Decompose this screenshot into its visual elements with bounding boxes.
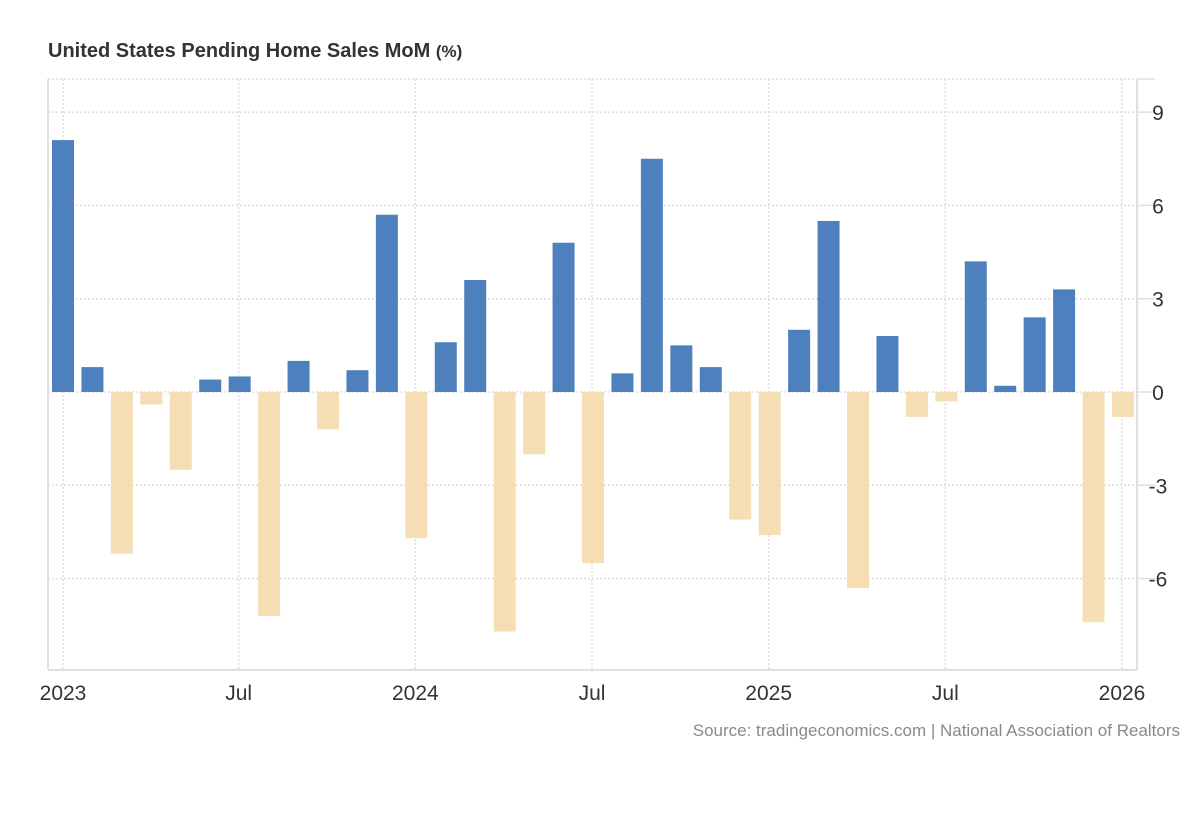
y-tick-label: 9 [1152,102,1164,125]
bar-negative: 2023-04: -0.4 [140,392,163,405]
bar-positive: 2023-02: 0.8 [81,367,104,392]
bar-positive: 2025-09: 0.2 [994,385,1017,392]
bar-negative: 2025-04: -6.3 [847,392,869,588]
bar-positive: 2023-09: 1 [287,360,310,392]
bar-positive: 2025-05: 1.8 [876,336,899,392]
chart-title-main: United States Pending Home Sales MoM [48,40,431,62]
bar-positive: 2024-11: 0.8 [699,367,722,392]
bar-negative: 2023-10: -1.2 [317,392,339,430]
bars: 2023-01: 8.1 2023-02: 0.8 2023-03: -5.2 202… [52,140,1134,632]
bar-positive: 2024-09: 7.5 [640,158,663,392]
x-tick-label: Jul [225,682,252,705]
bar-negative: 2024-04: -7.7 [493,392,516,632]
x-tick-label: 2025 [745,682,792,705]
y-axis-tick-labels: 9 6 3 0 -3 -6 [1149,102,1168,591]
y-tick-label: 6 [1152,195,1164,218]
x-tick-label: Jul [579,682,606,705]
x-tick-label: 2026 [1099,682,1146,705]
bar-negative: 2023-05: -2.5 [169,392,192,470]
bar-positive: 2024-08: 0.6 [611,373,634,392]
y-tick-label: -3 [1149,475,1168,498]
bar-positive: 2023-01: 8.1 [52,140,74,392]
bar-negative: 2025-07: -0.3 [935,392,958,402]
y-tick-label: 0 [1152,382,1164,405]
x-tick-label: 2023 [40,682,87,705]
bar-positive: 2025-11: 3.3 [1053,289,1076,392]
bar-negative: 2025-01: -4.6 [758,392,781,536]
chart-title: United States Pending Home Sales MoM (%) [48,40,462,63]
bar-positive: 2025-08: 4.2 [964,261,987,392]
bar-negative: 2026-01: -0.8 [1112,392,1134,417]
x-tick-label: Jul [932,682,959,705]
bar-positive: 2025-03: 5.5 [817,220,840,392]
bar-chart: 2023-01: 8.1 2023-02: 0.8 2023-03: -5.2 202… [40,78,1168,705]
bar-positive: 2024-03: 3.6 [464,280,487,392]
bar-negative: 2024-01: -4.7 [405,392,428,539]
bar-negative: 2025-12: -7.4 [1082,392,1105,623]
chart-title-unit: (%) [435,42,463,61]
bar-positive: 2024-10: 1.5 [670,345,693,392]
x-axis-tick-labels: 2023 Jul 2024 Jul 2025 Jul 2026 [40,682,1146,705]
source-note: Source: tradingeconomics.com | National … [692,721,1180,740]
bar-positive: 2024-02: 1.6 [434,342,457,392]
x-tick-label: 2024 [392,682,439,705]
bar-negative: 2025-06: -0.8 [905,392,928,417]
bar-positive: 2024-06: 4.8 [552,242,575,392]
bar-negative: 2024-07: -5.5 [582,392,604,564]
bar-negative: 2023-08: -7.2 [258,392,281,616]
axes [47,78,1155,671]
bar-negative: 2023-03: -5.2 [110,392,133,554]
bar-negative: 2024-05: -2 [523,392,546,455]
bar-positive: 2023-12: 5.7 [375,214,398,392]
y-tick-label: -6 [1149,569,1168,592]
bar-positive: 2023-11: 0.7 [346,370,369,392]
y-tick-label: 3 [1152,289,1164,312]
bar-positive: 2025-10: 2.4 [1023,317,1046,392]
bar-positive: 2025-02: 2 [788,329,811,392]
bar-positive: 2023-06: 0.4 [199,379,222,392]
bar-negative: 2024-12: -4.1 [729,392,752,520]
bar-positive: 2023-07: 0.5 [228,376,251,392]
